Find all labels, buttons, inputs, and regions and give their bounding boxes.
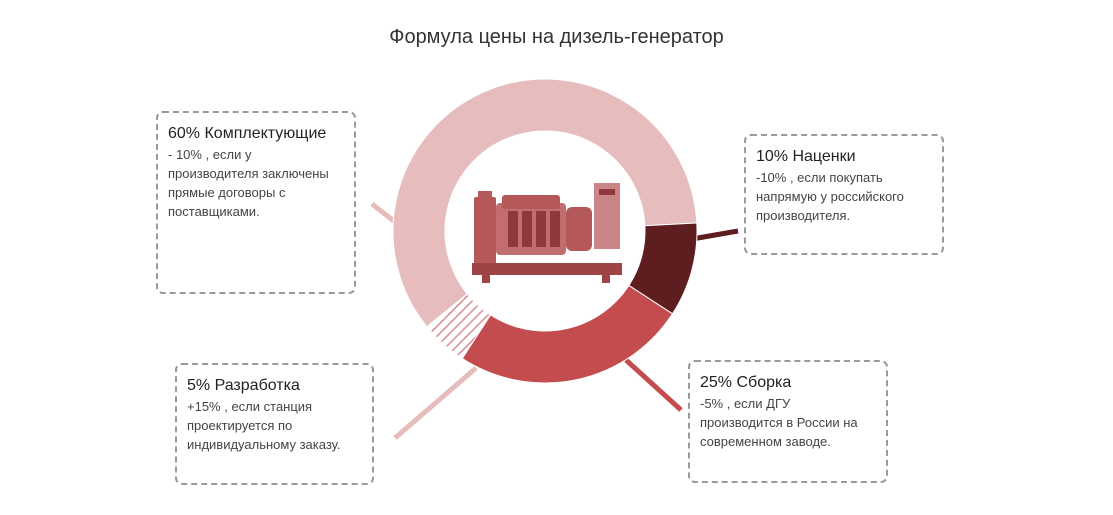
donut-slice-components bbox=[392, 78, 698, 328]
callout-assembly-heading: 25% Сборка bbox=[700, 374, 792, 391]
leader-line-development bbox=[393, 366, 478, 440]
diesel-generator-icon bbox=[472, 183, 622, 283]
donut-slice-assembly bbox=[461, 284, 674, 384]
leader-line-assembly bbox=[624, 358, 683, 412]
callout-development: 5% Разработка +15% , если станция проект… bbox=[175, 363, 374, 485]
donut-slice-development bbox=[426, 293, 492, 360]
callout-components-description: - 10% , если у производителя заключены п… bbox=[168, 147, 329, 219]
callout-assembly: 25% Сборка -5% , если ДГУ производится в… bbox=[688, 360, 888, 483]
callout-markup-heading: 10% Наценки bbox=[756, 148, 856, 165]
callout-development-heading: 5% Разработка bbox=[187, 377, 300, 394]
leader-line-markup bbox=[691, 228, 739, 242]
page-title: Формула цены на дизель-генератор bbox=[389, 26, 724, 48]
callout-markup-description: -10% , если покупать напрямую у российск… bbox=[756, 170, 904, 223]
callout-assembly-description: -5% , если ДГУ производится в России на … bbox=[700, 396, 858, 449]
callout-development-description: +15% , если станция проектируется по инд… bbox=[187, 399, 341, 452]
callout-components-heading: 60% Комплектующие bbox=[168, 125, 327, 142]
callout-markup: 10% Наценки -10% , если покупать напряму… bbox=[744, 134, 944, 255]
callout-components: 60% Комплектующие - 10% , если у произво… bbox=[156, 111, 356, 294]
